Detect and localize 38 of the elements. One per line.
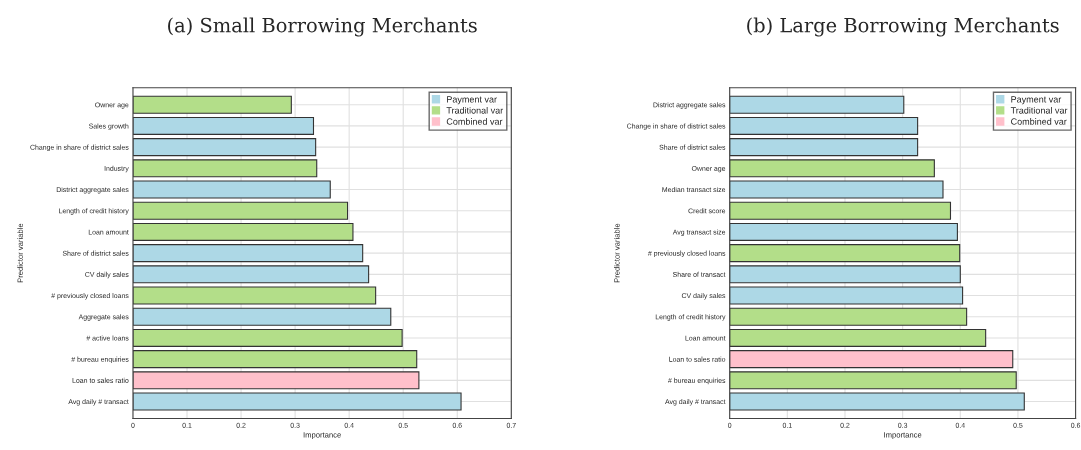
bar: [132, 201, 349, 220]
legend-label: Payment var: [447, 96, 497, 105]
legend-label: Payment var: [1011, 96, 1062, 105]
bar: [729, 307, 968, 326]
bar: [729, 244, 961, 263]
bar: [729, 286, 964, 305]
legend-label: Traditional var: [446, 107, 504, 114]
legend-label: Combined var: [1011, 118, 1067, 125]
bar: [132, 222, 354, 241]
bar: [729, 222, 958, 241]
bar: [132, 265, 370, 284]
bar: [729, 265, 961, 284]
bar: [132, 328, 403, 347]
bar: [132, 116, 315, 135]
bar: [729, 371, 1017, 390]
chart-title: (a) Small Borrowing Merchants: [168, 17, 477, 37]
bar: [729, 180, 944, 199]
bar: [729, 116, 919, 135]
bar: [132, 307, 392, 326]
bar: [729, 159, 935, 178]
bar: [729, 138, 919, 157]
bar: [132, 371, 420, 390]
chart-title: (b) Large Borrowing Merchants: [747, 17, 1059, 37]
bar: [132, 350, 418, 369]
bar: [132, 180, 331, 199]
bar: [132, 244, 364, 263]
bar: [132, 392, 462, 411]
legend-label: Traditional var: [1010, 107, 1068, 114]
bar: [132, 159, 318, 178]
legend-label: Combined var: [446, 118, 503, 125]
bar: [729, 95, 905, 114]
bar: [132, 95, 292, 114]
bar: [729, 392, 1025, 411]
bar: [729, 201, 952, 220]
bar: [132, 286, 377, 305]
bar: [132, 138, 317, 157]
bar: [729, 328, 987, 347]
bar: [729, 350, 1014, 369]
